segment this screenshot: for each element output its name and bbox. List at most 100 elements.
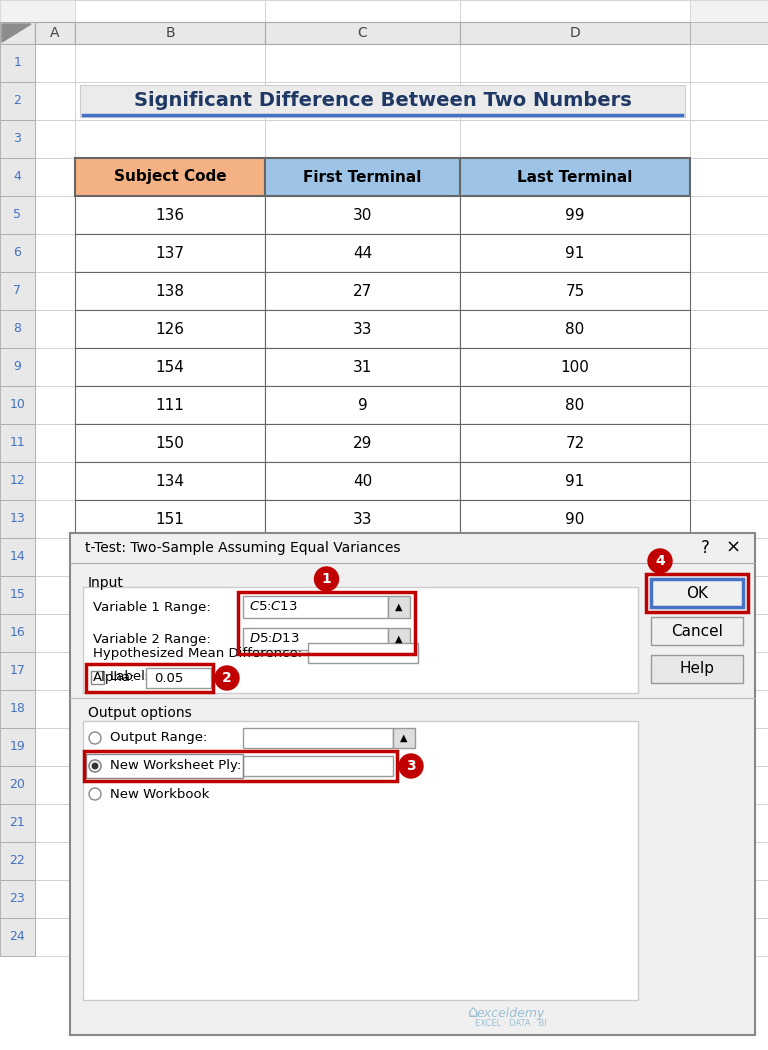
Text: 14: 14 [10,550,25,564]
Bar [243,756,393,776]
Bar [86,754,243,778]
Bar [265,348,460,386]
Text: 6: 6 [14,247,22,259]
Bar [460,272,690,310]
Text: 24: 24 [10,930,25,944]
Bar [460,500,690,538]
Bar [265,44,460,82]
Text: 90: 90 [565,511,584,526]
Bar [0,918,35,956]
Bar [265,386,460,424]
Bar [265,310,460,348]
Text: B: B [165,26,175,40]
Bar [84,751,397,781]
Text: 1: 1 [14,57,22,69]
Bar [35,234,75,272]
Bar [690,234,768,272]
Text: Hypothesized Mean Difference:: Hypothesized Mean Difference: [93,647,302,659]
Bar [265,462,460,500]
Bar [0,880,35,918]
Bar [75,766,265,804]
Bar [265,576,460,614]
Bar [75,44,265,82]
Bar [35,500,75,538]
Bar [265,348,460,386]
Text: 29: 29 [353,436,372,450]
Bar [75,234,265,272]
Text: 17: 17 [9,665,25,677]
Bar [265,766,460,804]
Bar [35,424,75,462]
Bar [35,82,75,120]
Text: EXCEL · DATA · BI: EXCEL · DATA · BI [475,1018,547,1028]
Bar [460,196,690,234]
Bar [75,842,265,880]
Bar [690,158,768,196]
Bar [75,386,265,424]
Text: 3: 3 [406,759,415,773]
Text: 99: 99 [565,208,584,223]
Bar [265,82,460,120]
Text: 33: 33 [353,321,372,336]
Bar [35,652,75,690]
Bar [75,82,265,120]
Bar [75,500,265,538]
Bar [265,196,460,234]
Text: 134: 134 [155,474,184,488]
Circle shape [399,754,423,778]
Bar [460,0,690,22]
Bar [0,120,35,158]
Text: Variable 1 Range:: Variable 1 Range: [93,601,210,613]
Text: ▲: ▲ [400,733,408,743]
Text: 150: 150 [156,436,184,450]
Text: Subject Code: Subject Code [114,169,227,185]
Text: Labels: Labels [110,671,153,684]
Bar [690,310,768,348]
Bar [0,766,35,804]
Bar [651,655,743,683]
Bar [460,462,690,500]
Bar [651,617,743,645]
Text: D: D [570,26,581,40]
Text: A: A [50,26,60,40]
Bar [75,918,265,956]
Text: 30: 30 [353,208,372,223]
Bar [460,234,690,272]
Bar [460,348,690,386]
Bar [690,576,768,614]
Bar [35,272,75,310]
Bar [690,462,768,500]
Bar [690,82,768,120]
Bar [265,690,460,728]
Text: Output Range:: Output Range: [110,732,207,744]
Bar [0,690,35,728]
Text: ×: × [726,539,740,556]
Bar [243,728,393,748]
Bar [265,22,460,44]
Text: 2: 2 [14,94,22,107]
Bar [75,158,265,196]
Bar [0,234,35,272]
Bar [690,272,768,310]
Bar [75,500,265,538]
Text: 20: 20 [9,778,25,792]
Bar [35,766,75,804]
Bar [265,842,460,880]
Bar [265,462,460,500]
Bar [35,310,75,348]
Bar [646,574,748,612]
Circle shape [89,760,101,772]
Text: 2: 2 [222,671,232,685]
Bar [690,880,768,918]
Circle shape [89,788,101,800]
Bar [75,348,265,386]
Bar [460,842,690,880]
Bar [35,538,75,576]
Text: ▲: ▲ [396,602,402,612]
Bar [460,614,690,652]
Circle shape [648,549,672,573]
Text: Input: Input [88,576,124,590]
Text: 9: 9 [358,398,367,413]
Bar [75,348,265,386]
Bar [35,348,75,386]
